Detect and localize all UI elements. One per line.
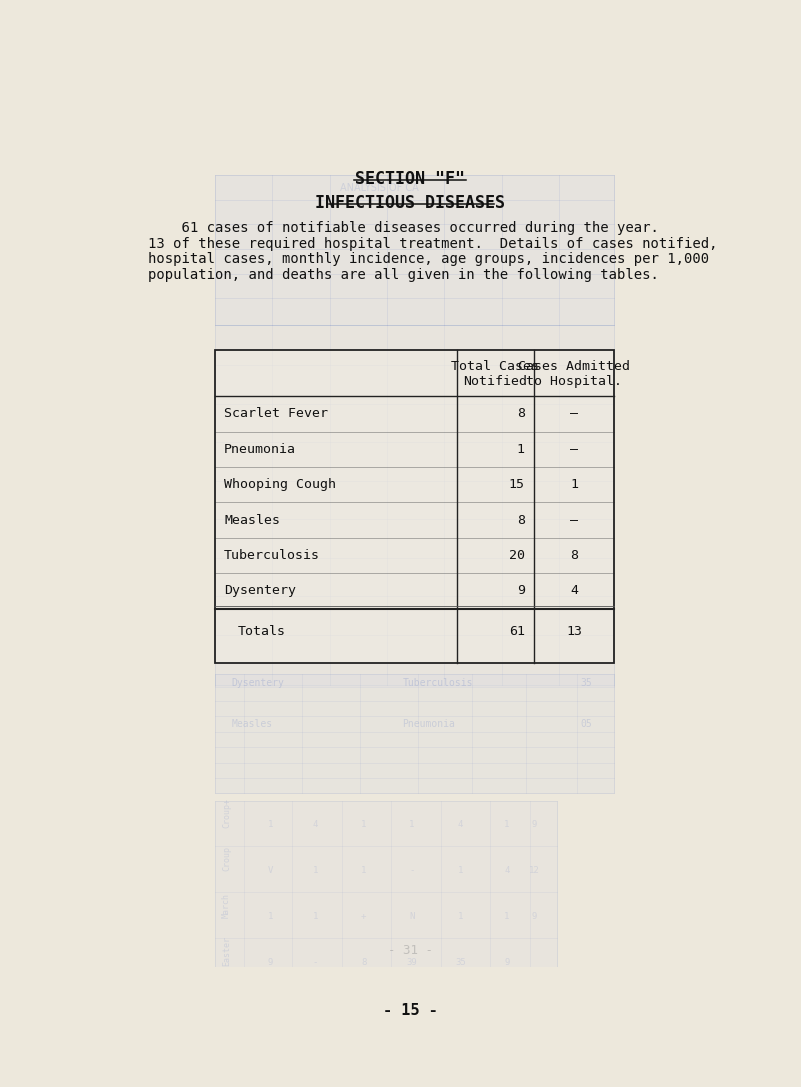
Text: 4: 4 <box>313 820 318 828</box>
Text: Notified: Notified <box>463 375 527 388</box>
Text: Totals: Totals <box>237 625 285 638</box>
Text: Cases Admitted: Cases Admitted <box>518 360 630 373</box>
Text: +: + <box>361 912 366 921</box>
Text: population, and deaths are all given in the following tables.: population, and deaths are all given in … <box>148 267 659 282</box>
Text: 12: 12 <box>529 866 540 875</box>
Text: 8: 8 <box>570 549 578 562</box>
Text: 4: 4 <box>458 820 463 828</box>
Text: 1: 1 <box>458 912 463 921</box>
Text: 05: 05 <box>581 720 593 729</box>
Text: —: — <box>570 513 578 526</box>
Text: 1: 1 <box>361 820 366 828</box>
Text: Tuberculosis: Tuberculosis <box>224 549 320 562</box>
Text: - 15 -: - 15 - <box>383 1003 437 1019</box>
Text: 20: 20 <box>509 549 525 562</box>
Text: 9: 9 <box>505 959 509 967</box>
Text: - 31 -: - 31 - <box>388 944 433 957</box>
Text: 1: 1 <box>268 912 273 921</box>
Text: 9: 9 <box>531 912 537 921</box>
Text: Whooping Cough: Whooping Cough <box>224 478 336 491</box>
Text: V: V <box>268 866 273 875</box>
Bar <box>215 325 614 687</box>
Text: 1: 1 <box>313 866 318 875</box>
Text: Measles: Measles <box>231 720 273 729</box>
Text: Croup+: Croup+ <box>222 798 231 827</box>
Text: N: N <box>409 912 414 921</box>
Text: Croup: Croup <box>222 847 231 872</box>
Text: Total Cases: Total Cases <box>452 360 539 373</box>
Text: 35: 35 <box>581 678 593 688</box>
Text: Pneumonia: Pneumonia <box>224 442 296 455</box>
Text: 8: 8 <box>517 513 525 526</box>
Text: 1: 1 <box>458 866 463 875</box>
Text: 1: 1 <box>505 820 509 828</box>
Text: SECTION "F": SECTION "F" <box>355 171 465 188</box>
Text: Easter: Easter <box>222 936 231 966</box>
Text: -: - <box>313 959 318 967</box>
Bar <box>215 674 614 794</box>
Text: -: - <box>409 866 414 875</box>
Text: 1: 1 <box>505 912 509 921</box>
Text: 1: 1 <box>409 820 414 828</box>
Text: Tuberculosis: Tuberculosis <box>402 678 473 688</box>
Text: 13: 13 <box>566 625 582 638</box>
Text: 9: 9 <box>517 585 525 598</box>
Text: ANALYSIS OF CA: ANALYSIS OF CA <box>340 183 419 192</box>
Bar <box>215 350 614 662</box>
Bar <box>215 350 614 662</box>
Text: to Hospital.: to Hospital. <box>526 375 622 388</box>
Text: 1: 1 <box>268 820 273 828</box>
Text: 4: 4 <box>505 866 509 875</box>
Text: 1: 1 <box>517 442 525 455</box>
Text: 13 of these required hospital treatment.  Details of cases notified,: 13 of these required hospital treatment.… <box>148 237 718 251</box>
Text: Scarlet Fever: Scarlet Fever <box>224 408 328 421</box>
Bar <box>215 801 557 1024</box>
Text: 4: 4 <box>570 585 578 598</box>
Text: —: — <box>570 442 578 455</box>
Text: INFECTIOUS DISEASES: INFECTIOUS DISEASES <box>315 193 505 212</box>
Bar <box>215 175 614 325</box>
Text: 61 cases of notifiable diseases occurred during the year.: 61 cases of notifiable diseases occurred… <box>148 222 659 235</box>
Text: 8: 8 <box>517 408 525 421</box>
Text: 15: 15 <box>509 478 525 491</box>
Text: Dysentery: Dysentery <box>224 585 296 598</box>
Text: hospital cases, monthly incidence, age groups, incidences per 1,000: hospital cases, monthly incidence, age g… <box>148 252 710 266</box>
Text: Dysentery: Dysentery <box>231 678 284 688</box>
Text: 35: 35 <box>455 959 466 967</box>
Text: 9: 9 <box>531 820 537 828</box>
Text: 9: 9 <box>268 959 273 967</box>
Text: 61: 61 <box>509 625 525 638</box>
Text: 1: 1 <box>361 866 366 875</box>
Text: 39: 39 <box>406 959 417 967</box>
Text: 1: 1 <box>313 912 318 921</box>
Text: Pneumonia: Pneumonia <box>402 720 455 729</box>
Text: 1: 1 <box>570 478 578 491</box>
Text: March: March <box>222 892 231 917</box>
Text: —: — <box>570 408 578 421</box>
Text: 8: 8 <box>361 959 366 967</box>
Text: Measles: Measles <box>224 513 280 526</box>
